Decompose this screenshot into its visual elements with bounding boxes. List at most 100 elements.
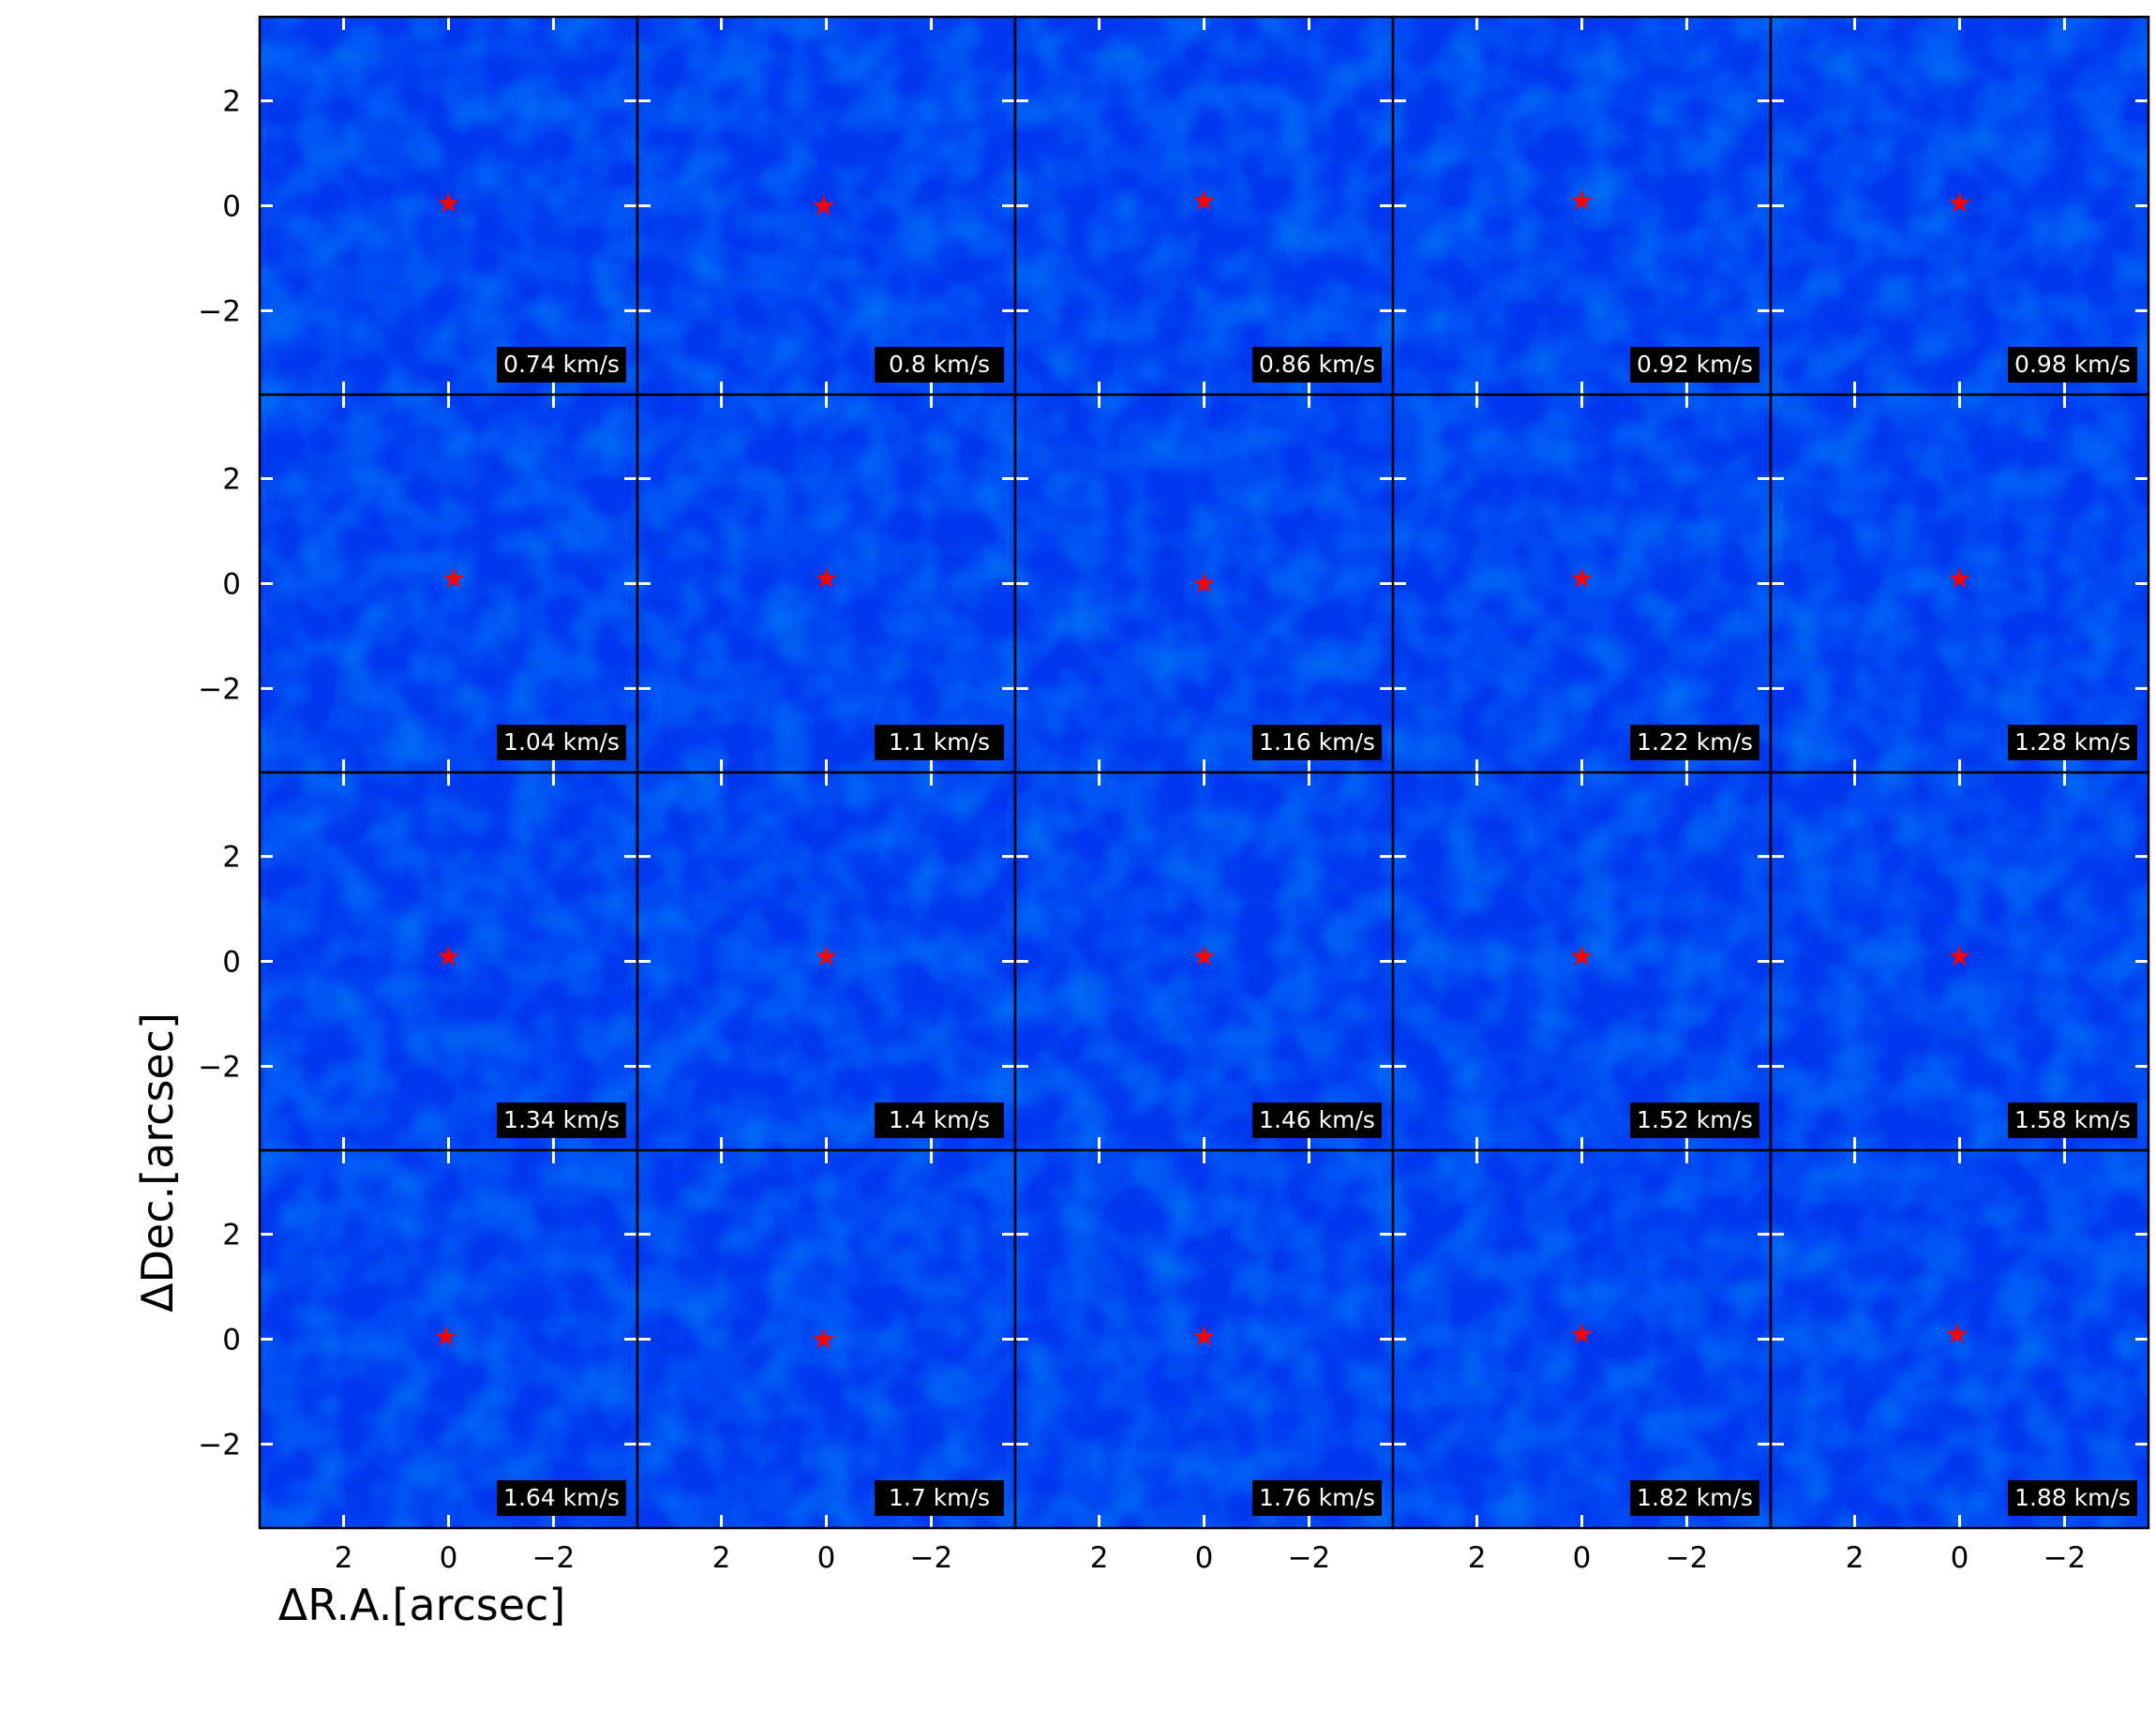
channel-panel: ★ 0.8 km/s [636, 15, 1017, 397]
velocity-label: 0.74 km/s [503, 351, 620, 378]
velocity-label-box [1252, 347, 1382, 382]
panel-ticks [260, 1150, 637, 1528]
channel-panel: ★ 1.16 km/s [1013, 393, 1395, 774]
velocity-label-box [1630, 347, 1759, 382]
panel-ticks [260, 17, 637, 395]
y-tick-label: 0 [222, 568, 241, 602]
panel-ticks [1015, 17, 1393, 395]
panel-ticks [637, 17, 1015, 395]
noise-dark [1015, 17, 1393, 395]
panel-image: ★ [1393, 17, 1771, 395]
panel-frame [1769, 1148, 2150, 1530]
noise-dark [637, 772, 1015, 1150]
velocity-label-box [875, 347, 1004, 382]
x-tick-label: 0 [1573, 1541, 1592, 1575]
star-marker: ★ [1191, 185, 1217, 217]
panel-image: ★ [1771, 1150, 2149, 1528]
star-marker: ★ [1191, 1321, 1217, 1354]
x-tick-label: 0 [817, 1541, 836, 1575]
velocity-label-box [2008, 1480, 2137, 1516]
velocity-label: 1.34 km/s [503, 1106, 620, 1133]
panel-ticks [1393, 772, 1771, 1150]
panel-ticks [637, 772, 1015, 1150]
velocity-label: 1.1 km/s [889, 728, 990, 756]
velocity-label-box [497, 1480, 626, 1516]
velocity-label: 1.52 km/s [1637, 1106, 1753, 1133]
panel-image: ★ [260, 1150, 637, 1528]
channel-panel: ★ 1.46 km/s [1013, 771, 1395, 1152]
panel-ticks [1771, 395, 2149, 772]
star-marker: ★ [1569, 562, 1595, 595]
velocity-label: 1.28 km/s [2014, 728, 2131, 756]
panel-ticks [1393, 1150, 1771, 1528]
panel-ticks [1393, 395, 1771, 772]
velocity-label-box [2008, 725, 2137, 760]
velocity-label-box [497, 725, 626, 760]
noise-dark [637, 395, 1015, 772]
channel-panel: ★ 1.1 km/s [636, 393, 1017, 774]
x-tick-label: 0 [1195, 1541, 1214, 1575]
y-tick-label: 2 [222, 463, 241, 497]
y-tick-label: 0 [222, 946, 241, 980]
noise-dark [1015, 1150, 1393, 1528]
x-tick-label: 2 [1090, 1541, 1109, 1575]
velocity-label-box [1252, 1480, 1382, 1516]
channel-panel: ★ 1.4 km/s [636, 771, 1017, 1152]
y-tick-label: −2 [198, 1428, 241, 1462]
velocity-label-box [1630, 725, 1759, 760]
star-marker: ★ [1569, 940, 1595, 973]
panel-ticks [637, 1150, 1015, 1528]
x-tick-label: 0 [440, 1541, 458, 1575]
channel-panel: ★ 1.52 km/s [1391, 771, 1773, 1152]
channel-panel: ★ 0.74 km/s [258, 15, 639, 397]
star-marker: ★ [811, 1324, 836, 1357]
star-marker: ★ [433, 1321, 458, 1354]
panel-image: ★ [637, 395, 1015, 772]
channel-panel: ★ 1.64 km/s [258, 1148, 639, 1530]
velocity-label: 1.04 km/s [503, 728, 620, 756]
panel-image: ★ [637, 17, 1015, 395]
noise-dark [260, 395, 637, 772]
noise-dark [260, 17, 637, 395]
channel-panel: ★ 0.86 km/s [1013, 15, 1395, 397]
noise-dark [1771, 1150, 2149, 1528]
noise-dark [1771, 772, 2149, 1150]
velocity-label: 1.82 km/s [1637, 1484, 1753, 1511]
panel-image: ★ [260, 17, 637, 395]
y-tick-label: 2 [222, 1219, 241, 1252]
x-tick-label: −2 [1666, 1541, 1709, 1575]
x-tick-label: 2 [1846, 1541, 1864, 1575]
x-tick-label: −2 [1288, 1541, 1331, 1575]
channel-panel: ★ 0.98 km/s [1769, 15, 2150, 397]
star-marker: ★ [436, 187, 461, 220]
panel-image: ★ [1015, 1150, 1393, 1528]
channel-panel: ★ 1.82 km/s [1391, 1148, 1773, 1530]
noise-dark [637, 17, 1015, 395]
x-tick-label: −2 [2044, 1541, 2087, 1575]
star-marker: ★ [1569, 185, 1595, 217]
channel-panel: ★ 1.76 km/s [1013, 1148, 1395, 1530]
channel-panel: ★ 1.28 km/s [1769, 393, 2150, 774]
x-tick-label: 2 [1468, 1541, 1487, 1575]
velocity-label: 0.92 km/s [1637, 351, 1753, 378]
panel-image: ★ [1015, 17, 1393, 395]
y-tick-label: 0 [222, 1324, 241, 1357]
panel-image: ★ [637, 772, 1015, 1150]
panel-image: ★ [1393, 395, 1771, 772]
noise-dark [260, 772, 637, 1150]
x-tick-label: 2 [335, 1541, 353, 1575]
velocity-label-box [2008, 1102, 2137, 1138]
panel-ticks [260, 772, 637, 1150]
x-tick-label: −2 [532, 1541, 576, 1575]
noise-dark [1015, 395, 1393, 772]
velocity-label: 1.16 km/s [1259, 728, 1375, 756]
channel-panel: ★ 1.88 km/s [1769, 1148, 2150, 1530]
star-marker: ★ [1191, 568, 1217, 601]
y-tick-label: −2 [198, 1050, 241, 1084]
velocity-label-box [497, 347, 626, 382]
star-marker: ★ [436, 940, 461, 973]
channel-panel: ★ 1.04 km/s [258, 393, 639, 774]
panel-ticks [1015, 1150, 1393, 1528]
panel-ticks [1771, 772, 2149, 1150]
